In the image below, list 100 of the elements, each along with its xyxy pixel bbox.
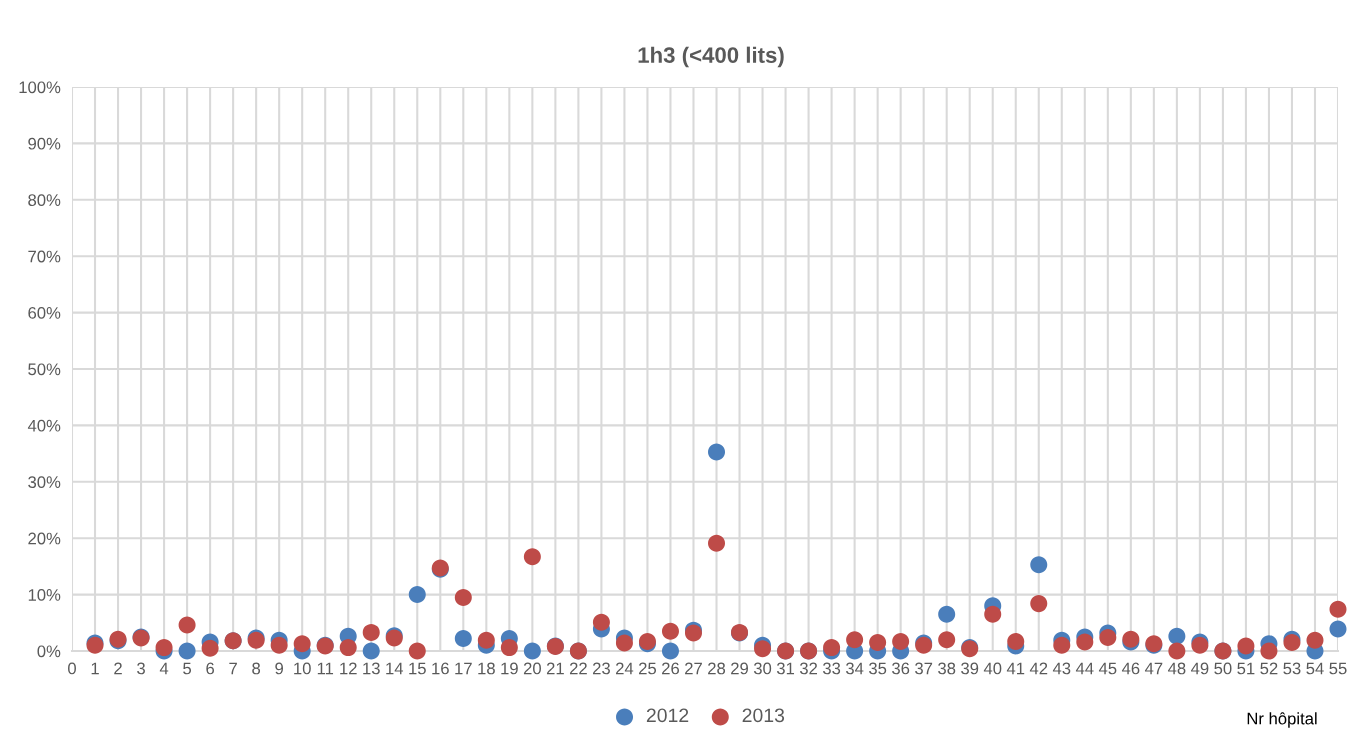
x-tick-label: 6 [206, 662, 215, 675]
x-tick-label: 5 [183, 662, 192, 675]
x-axis-title: Nr hôpital [1247, 712, 1317, 728]
x-tick-label: 27 [685, 662, 702, 675]
point [708, 443, 726, 461]
x-tick-label: 24 [616, 662, 634, 675]
x-tick-label: 3 [137, 662, 145, 675]
x-tick-label: 45 [1098, 662, 1117, 675]
x-tick-label: 8 [252, 662, 261, 675]
x-tick-label: 42 [1029, 662, 1048, 675]
x-tick-label: 22 [569, 662, 587, 675]
point [523, 642, 541, 660]
point [1283, 634, 1301, 652]
point [477, 631, 495, 649]
y-tick-label: 0% [37, 645, 61, 658]
x-tick-label: 35 [869, 662, 887, 675]
x-tick-label: 17 [455, 662, 472, 675]
x-tick-label: 34 [845, 662, 864, 675]
point [362, 642, 380, 660]
point [615, 634, 633, 652]
point [1260, 642, 1278, 660]
point [500, 639, 518, 657]
x-tick-label: 55 [1329, 662, 1347, 675]
x-tick-label: 28 [708, 662, 726, 675]
point [1099, 628, 1117, 646]
x-tick-label: 15 [409, 662, 426, 675]
x-tick-label: 46 [1121, 662, 1140, 675]
x-tick-label: 26 [662, 662, 680, 675]
point [178, 642, 196, 660]
point [708, 534, 726, 552]
point [201, 639, 219, 657]
x-tick-label: 31 [776, 662, 795, 675]
point [938, 631, 956, 649]
x-tick-label: 32 [799, 662, 818, 675]
point [1329, 620, 1347, 638]
point [892, 632, 910, 650]
x-tick-label: 53 [1283, 662, 1301, 675]
point [984, 605, 1002, 623]
point [408, 642, 426, 660]
point [454, 588, 472, 606]
x-tick-label: 52 [1260, 662, 1278, 675]
x-tick-label: 33 [822, 662, 841, 675]
x-tick-label: 14 [386, 662, 404, 675]
x-tick-label: 9 [275, 662, 284, 675]
x-tick-label: 23 [592, 662, 610, 675]
x-tick-label: 49 [1191, 662, 1209, 675]
x-tick-label: 21 [546, 662, 564, 675]
legend-label: 2012 [646, 708, 689, 723]
x-tick-label: 11 [317, 662, 334, 675]
point [1237, 637, 1255, 655]
point [938, 605, 956, 623]
x-tick-label: 25 [639, 662, 657, 675]
x-tick-label: 44 [1075, 662, 1094, 675]
y-tick-label: 40% [27, 419, 61, 432]
y-tick-label: 10% [28, 589, 61, 601]
chart-title: 1h3 (<400 lits) [638, 46, 784, 68]
x-tick-label: 13 [363, 662, 380, 675]
point [293, 635, 311, 653]
x-tick-label: 29 [731, 662, 749, 675]
point [1306, 631, 1324, 649]
point [1329, 600, 1347, 618]
point [1030, 556, 1048, 574]
legend-label: 2013 [742, 708, 785, 723]
y-tick-label: 30% [28, 476, 61, 488]
x-tick-label: 54 [1306, 662, 1324, 675]
point [1168, 627, 1186, 645]
x-tick-label: 39 [961, 662, 979, 675]
x-tick-label: 30 [753, 662, 772, 675]
point [661, 622, 679, 640]
point [408, 586, 426, 604]
point [178, 616, 196, 634]
x-tick-label: 2 [114, 662, 122, 675]
y-tick-label: 60% [28, 307, 61, 319]
point [1030, 595, 1048, 613]
point [592, 613, 610, 631]
x-tick-label: 41 [1006, 662, 1025, 675]
x-tick-label: 51 [1237, 662, 1255, 675]
x-tick-label: 18 [478, 662, 495, 675]
y-tick-label: 70% [28, 250, 61, 263]
point [523, 548, 541, 566]
point [661, 642, 679, 660]
point [1168, 642, 1186, 660]
x-tick-label: 36 [892, 662, 910, 675]
point [754, 640, 772, 658]
x-tick-label: 0 [68, 662, 76, 675]
y-tick-label: 90% [28, 137, 61, 150]
point [1076, 633, 1094, 651]
x-tick-label: 37 [915, 662, 933, 675]
point [339, 639, 357, 657]
x-tick-label: 1 [91, 662, 99, 675]
y-tick-label: 80% [28, 194, 61, 206]
point [454, 630, 472, 648]
x-tick-label: 47 [1144, 662, 1163, 675]
y-tick-label: 100% [19, 81, 61, 94]
point [1007, 632, 1025, 650]
x-tick-label: 20 [523, 662, 541, 675]
x-tick-label: 12 [340, 662, 357, 675]
x-tick-label: 50 [1214, 662, 1232, 675]
x-tick-label: 43 [1052, 662, 1071, 675]
x-tick-label: 16 [432, 662, 449, 675]
